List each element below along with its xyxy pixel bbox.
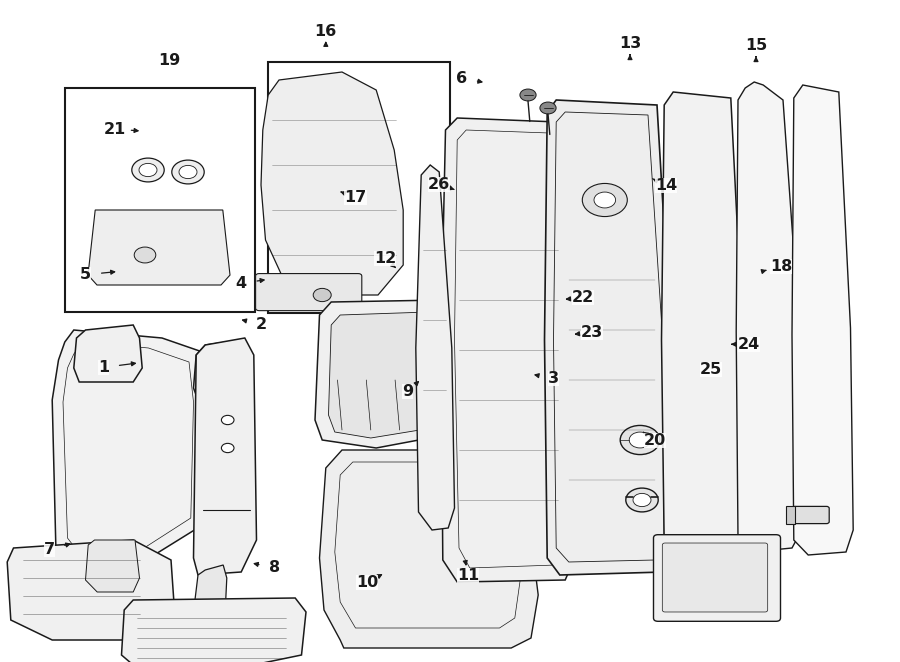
Polygon shape xyxy=(662,92,745,560)
Text: 2: 2 xyxy=(256,317,266,332)
Polygon shape xyxy=(74,325,142,382)
Polygon shape xyxy=(122,598,306,662)
Text: 10: 10 xyxy=(356,575,378,590)
Circle shape xyxy=(139,164,157,177)
Text: 16: 16 xyxy=(315,24,337,39)
Polygon shape xyxy=(52,330,205,572)
FancyBboxPatch shape xyxy=(256,273,362,310)
Polygon shape xyxy=(86,540,140,592)
Text: 4: 4 xyxy=(236,276,247,291)
Text: 25: 25 xyxy=(700,362,722,377)
Circle shape xyxy=(520,89,536,101)
Circle shape xyxy=(134,247,156,263)
Polygon shape xyxy=(194,338,256,575)
Circle shape xyxy=(626,488,658,512)
Circle shape xyxy=(594,192,616,208)
Polygon shape xyxy=(7,540,176,640)
Polygon shape xyxy=(792,85,853,555)
Text: 7: 7 xyxy=(44,542,55,557)
Circle shape xyxy=(221,415,234,424)
Circle shape xyxy=(540,102,556,114)
Text: 24: 24 xyxy=(738,337,760,352)
Text: 8: 8 xyxy=(269,561,280,575)
Polygon shape xyxy=(441,118,576,582)
FancyBboxPatch shape xyxy=(653,535,780,622)
Text: 13: 13 xyxy=(619,36,641,50)
Circle shape xyxy=(629,432,651,448)
Polygon shape xyxy=(261,72,403,295)
Text: 18: 18 xyxy=(770,259,792,273)
Text: 26: 26 xyxy=(428,177,450,191)
Text: 11: 11 xyxy=(457,569,479,583)
Circle shape xyxy=(179,166,197,179)
Text: 14: 14 xyxy=(655,178,677,193)
Circle shape xyxy=(582,183,627,216)
Text: 19: 19 xyxy=(158,54,180,68)
Circle shape xyxy=(221,444,234,453)
Polygon shape xyxy=(194,565,227,622)
Circle shape xyxy=(172,160,204,184)
Text: 23: 23 xyxy=(581,325,603,340)
Text: 15: 15 xyxy=(745,38,767,52)
FancyBboxPatch shape xyxy=(792,506,829,524)
Polygon shape xyxy=(65,88,255,312)
Polygon shape xyxy=(315,300,450,448)
Text: 21: 21 xyxy=(104,122,126,136)
Polygon shape xyxy=(268,62,450,313)
Polygon shape xyxy=(194,340,250,400)
Text: 9: 9 xyxy=(402,385,413,399)
Circle shape xyxy=(633,493,651,506)
Circle shape xyxy=(313,289,331,302)
Bar xyxy=(786,506,795,524)
Text: 3: 3 xyxy=(548,371,559,386)
Text: 17: 17 xyxy=(345,190,366,205)
Polygon shape xyxy=(736,82,803,552)
Text: 1: 1 xyxy=(98,360,109,375)
Polygon shape xyxy=(328,312,436,438)
Text: 20: 20 xyxy=(644,433,666,448)
Circle shape xyxy=(131,158,164,182)
Text: 12: 12 xyxy=(374,251,396,265)
Polygon shape xyxy=(544,100,673,575)
Polygon shape xyxy=(320,450,538,648)
Polygon shape xyxy=(88,210,230,285)
Text: 5: 5 xyxy=(80,267,91,282)
Polygon shape xyxy=(416,165,454,530)
Text: 22: 22 xyxy=(572,291,594,305)
Circle shape xyxy=(620,426,660,455)
Text: 6: 6 xyxy=(456,71,467,85)
FancyBboxPatch shape xyxy=(662,543,768,612)
